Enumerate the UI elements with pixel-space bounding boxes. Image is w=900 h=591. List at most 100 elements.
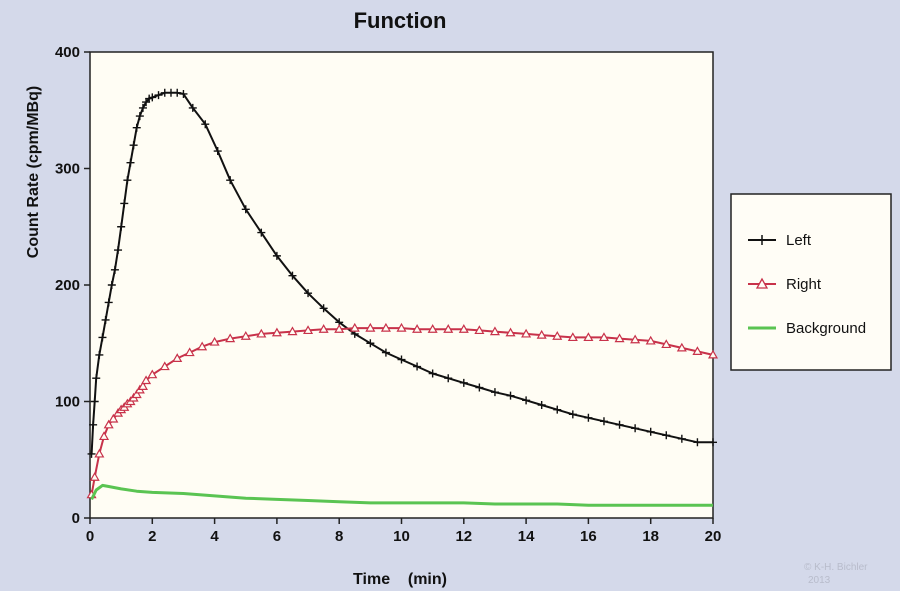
series-left-point — [114, 246, 123, 255]
series-right-point — [108, 413, 119, 423]
series-left-point — [599, 417, 608, 426]
series-left-point — [188, 103, 197, 112]
series-left-point — [413, 362, 422, 371]
series-left-point — [397, 355, 406, 364]
series-left-point — [304, 289, 313, 298]
series-left-point — [98, 333, 107, 342]
chart-title: Function — [354, 8, 447, 33]
series-right-point — [521, 328, 532, 338]
series-left-point — [110, 265, 119, 274]
series-left-point — [288, 271, 297, 280]
series-left-point — [709, 438, 717, 447]
x-tick-label: 8 — [335, 528, 343, 545]
series-left-point — [662, 431, 671, 440]
x-tick-label: 0 — [86, 528, 94, 545]
series-right-point — [318, 324, 329, 333]
series-right-point — [89, 472, 100, 481]
series-right-point — [583, 332, 594, 342]
watermark-line-2: 2013 — [808, 575, 831, 586]
series-left-point — [506, 391, 515, 400]
y-axis-label: Count Rate (cpm/MBq) — [25, 86, 42, 258]
series-left-point — [101, 315, 110, 324]
series-left-point — [173, 88, 182, 97]
series-right-point — [365, 322, 376, 332]
series-right-point — [598, 332, 610, 342]
series-layer — [86, 88, 719, 507]
series-right-point — [707, 349, 719, 359]
series-left-point — [95, 350, 104, 359]
series-right-point — [661, 339, 672, 349]
series-left-point — [120, 199, 129, 208]
series-right-point — [147, 369, 158, 379]
series-right-point — [645, 335, 656, 345]
y-tick-label: 100 — [55, 394, 80, 411]
series-left-point — [104, 298, 113, 307]
series-left-point — [615, 420, 624, 429]
series-right-point — [334, 324, 345, 333]
series-left-point — [201, 120, 210, 129]
legend-items: Left Right Background — [748, 232, 866, 337]
series-right-point — [103, 419, 114, 429]
series-right-point — [536, 329, 547, 339]
series-right-point — [209, 336, 220, 346]
y-tick-label: 0 — [72, 510, 80, 527]
series-left-point — [553, 405, 562, 414]
series-left-point — [90, 397, 99, 406]
series-left-point — [154, 91, 163, 100]
x-tick-label: 10 — [393, 528, 410, 545]
series-right-point — [396, 322, 407, 332]
series-right-point — [489, 326, 500, 336]
series-right-point — [630, 334, 641, 344]
series-right-point — [131, 389, 142, 399]
series-right-point — [552, 331, 563, 340]
series-right-point — [197, 341, 208, 351]
series-left-point — [381, 348, 390, 357]
x-tick-label: 14 — [518, 528, 535, 545]
x-tick-label: 2 — [148, 528, 156, 545]
series-left-point — [490, 388, 499, 397]
series-left-point — [631, 424, 640, 433]
series-right-point — [412, 324, 423, 333]
series-left-point — [459, 378, 468, 387]
legend: Left Right Background — [730, 193, 892, 371]
series-left-point — [568, 410, 577, 419]
series-left-point — [123, 176, 132, 185]
series-left-point — [428, 369, 437, 378]
series-right-point — [458, 324, 469, 333]
series-right-point — [271, 327, 282, 337]
series-right-point — [443, 324, 454, 333]
series-right-point — [676, 342, 687, 352]
series-left-point — [132, 123, 141, 132]
series-right-point — [256, 328, 267, 338]
series-left-point — [257, 228, 266, 237]
x-axis-label: Time (min) — [353, 571, 447, 588]
series-right-point — [427, 324, 438, 333]
series-left-point — [475, 383, 484, 392]
series-left-point — [213, 147, 222, 156]
series-left-point — [366, 339, 375, 348]
series-left-point — [241, 205, 250, 214]
series-right-point — [94, 448, 105, 458]
series-right-point — [141, 375, 152, 385]
x-axis: 0 2 4 6 8 10 12 14 16 18 20 — [86, 518, 722, 545]
series-right-point — [474, 325, 485, 335]
series-left-point — [677, 434, 686, 443]
x-tick-label: 12 — [455, 528, 472, 545]
x-tick-label: 6 — [273, 528, 281, 545]
series-right-point — [159, 361, 170, 371]
x-tick-label: 20 — [705, 528, 722, 545]
series-right-point — [287, 326, 298, 336]
series-left-point — [135, 112, 144, 121]
series-right-point — [380, 322, 391, 332]
series-left-point — [148, 93, 157, 102]
series-left-point — [89, 420, 98, 429]
series-left-point — [226, 176, 235, 185]
legend-background-label: Background — [786, 320, 866, 337]
series-left-point — [107, 281, 116, 289]
series-left-point — [693, 438, 702, 447]
series-left-point — [522, 396, 531, 405]
x-tick-label: 4 — [210, 528, 219, 545]
series-right-point — [614, 333, 625, 343]
y-axis: 0 100 200 300 400 — [55, 44, 90, 527]
